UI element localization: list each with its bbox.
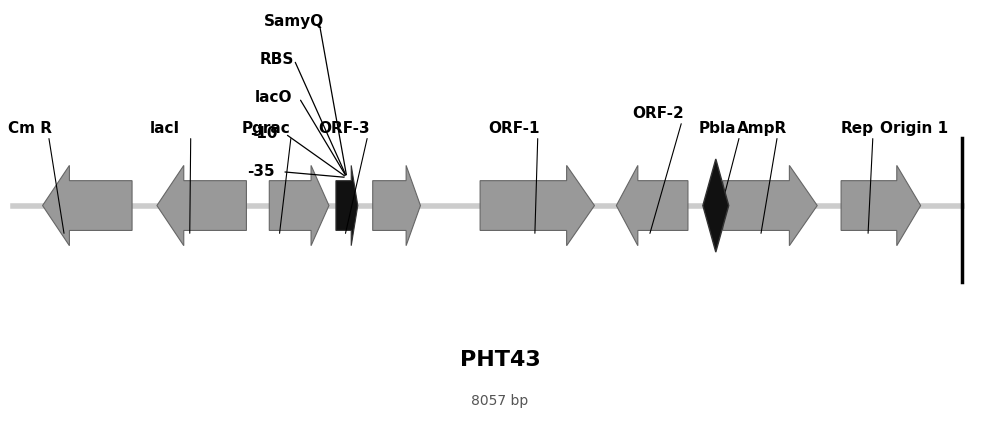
Text: PHT43: PHT43 [460,350,540,370]
Polygon shape [43,165,132,246]
Text: Cm R: Cm R [8,121,52,136]
Text: RBS: RBS [259,52,294,67]
Polygon shape [703,159,729,252]
Text: Pgrac: Pgrac [241,121,290,136]
Text: Pbla: Pbla [699,121,736,136]
Text: AmpR: AmpR [737,121,787,136]
Text: ORF-3: ORF-3 [318,121,370,136]
Polygon shape [336,165,358,246]
Polygon shape [841,165,921,246]
Text: 8057 bp: 8057 bp [471,394,529,408]
Text: lacI: lacI [150,121,180,136]
Text: Origin 1: Origin 1 [880,121,948,136]
Polygon shape [616,165,688,246]
Text: -35: -35 [247,164,275,179]
Polygon shape [723,165,817,246]
Text: Rep: Rep [841,121,874,136]
Text: lacO: lacO [254,90,292,105]
Text: -10: -10 [250,126,278,141]
Text: ORF-1: ORF-1 [488,121,540,136]
Polygon shape [269,165,329,246]
Text: ORF-2: ORF-2 [632,106,684,121]
Text: SamyQ: SamyQ [264,14,325,29]
Polygon shape [373,165,420,246]
Polygon shape [157,165,246,246]
Polygon shape [480,165,594,246]
